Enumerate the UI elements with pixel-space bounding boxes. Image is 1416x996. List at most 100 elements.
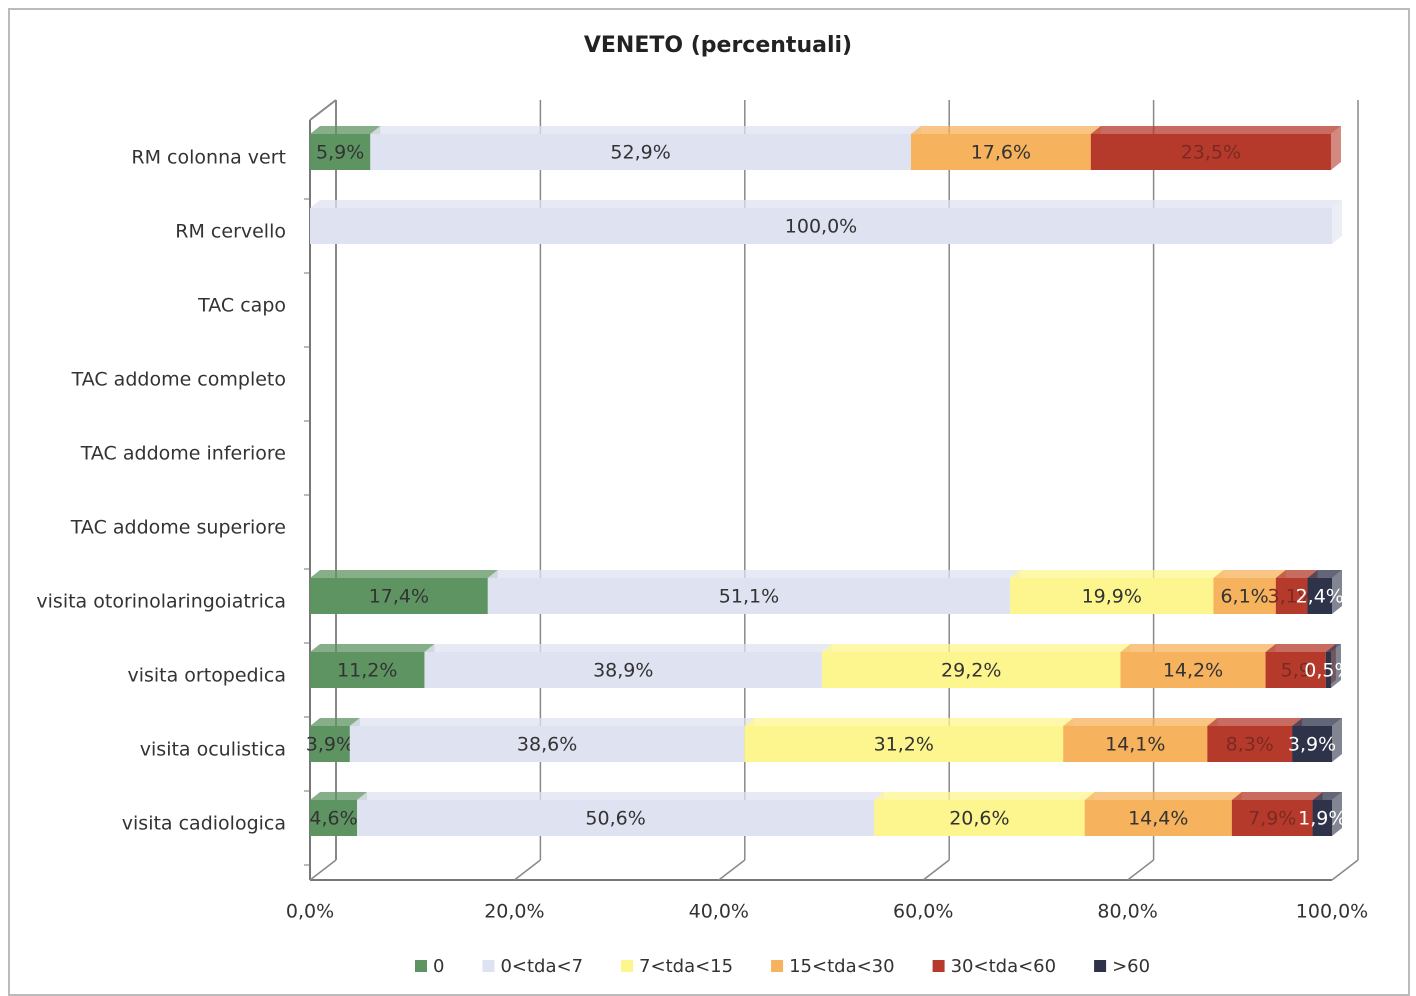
grid-line [1331, 859, 1359, 881]
bar-top [1207, 718, 1303, 726]
value-label: 5,9% [316, 142, 364, 164]
bar [1312, 800, 1332, 836]
grid-line [513, 859, 541, 881]
x-tick-label: 40,0% [689, 901, 749, 923]
legend-label: >60 [1112, 956, 1150, 977]
value-label: 50,6% [585, 808, 645, 830]
bar-top [1307, 570, 1342, 578]
bar-top [1084, 792, 1242, 800]
bar-top [310, 200, 1342, 208]
bar [1265, 652, 1326, 688]
bar-top [1231, 792, 1323, 800]
bar-side [1332, 718, 1342, 762]
bar [487, 578, 1011, 614]
value-label: 4,6% [309, 808, 357, 830]
bar-top [310, 792, 368, 800]
axis-line [309, 99, 337, 121]
legend-label: 30<tda<60 [951, 956, 1057, 977]
legend-swatch [771, 960, 784, 972]
bar [1292, 726, 1332, 762]
bar-top [1292, 718, 1342, 726]
bar-top [310, 126, 381, 134]
legend-label: 7<tda<15 [639, 956, 733, 977]
bar [1325, 652, 1331, 688]
value-label: 19,9% [1082, 586, 1142, 608]
value-label: 3,9% [1288, 734, 1336, 756]
bar-top [1120, 644, 1276, 652]
bar [1084, 800, 1232, 836]
bar-top [310, 570, 498, 578]
value-label: 7,9% [1248, 808, 1296, 830]
y-tick-label: visita cadiologica [122, 813, 286, 835]
value-label: 29,2% [941, 660, 1001, 682]
grid-line [1127, 859, 1155, 881]
bar-top [910, 126, 1101, 134]
x-tick-label: 20,0% [484, 901, 544, 923]
value-label: 14,1% [1105, 734, 1165, 756]
y-tick-label: visita oculistica [140, 739, 286, 761]
grid-line [309, 859, 337, 881]
bar [1231, 800, 1313, 836]
bar-side [1330, 126, 1341, 170]
bar-top [370, 126, 921, 134]
value-label: 0,5% [1304, 660, 1352, 682]
x-tick-label: 80,0% [1097, 901, 1157, 923]
legend-swatch [621, 960, 634, 972]
y-tick-label: RM colonna vert [131, 147, 286, 169]
bar [1010, 578, 1214, 614]
bar-top [1275, 570, 1318, 578]
y-tick-label: visita otorinolaringoiatrica [36, 591, 286, 613]
bar [822, 652, 1121, 688]
bar-side [1332, 570, 1342, 614]
legend-label: 0 [433, 956, 444, 977]
bar [310, 652, 425, 688]
bar [310, 208, 1332, 244]
value-label: 3,9% [306, 734, 354, 756]
x-tick-label: 60,0% [893, 901, 953, 923]
bar-top [310, 718, 360, 726]
bar [910, 134, 1091, 170]
bar [874, 800, 1085, 836]
bar-top [349, 718, 755, 726]
bar [1275, 578, 1308, 614]
value-label: 17,4% [369, 586, 429, 608]
value-label: 31,2% [874, 734, 934, 756]
bar [1090, 134, 1331, 170]
y-tick-label: RM cervello [175, 221, 286, 243]
bar-side [1330, 644, 1341, 688]
value-label: 14,2% [1163, 660, 1223, 682]
value-label: 17,6% [971, 142, 1031, 164]
y-tick-label: TAC capo [197, 295, 286, 317]
grid-line [718, 859, 746, 881]
legend-label: 15<tda<30 [789, 956, 895, 977]
bar-side [1332, 200, 1342, 244]
bar [744, 726, 1064, 762]
bar-top [1010, 570, 1224, 578]
value-label: 20,6% [949, 808, 1009, 830]
legend-swatch [482, 960, 495, 972]
value-label: 11,2% [337, 660, 397, 682]
value-label: 2,4% [1296, 586, 1344, 608]
value-label: 52,9% [610, 142, 670, 164]
bar-top [1265, 644, 1336, 652]
bar [424, 652, 823, 688]
value-label: 38,6% [517, 734, 577, 756]
legend-swatch [932, 960, 945, 972]
bar-top [874, 792, 1095, 800]
bar [349, 726, 745, 762]
y-tick-label: TAC addome inferiore [80, 443, 286, 465]
legend-swatch [415, 960, 427, 972]
x-tick-label: 0,0% [286, 901, 334, 923]
bar-top [1063, 718, 1218, 726]
value-label: 3,1% [1267, 586, 1315, 608]
bar-top [1090, 126, 1341, 134]
chart-title: VENETO (percentuali) [584, 33, 852, 58]
bar-top [310, 644, 435, 652]
bar-top [357, 792, 885, 800]
value-label: 23,5% [1181, 142, 1241, 164]
bar-top [487, 570, 1021, 578]
bar [1213, 578, 1276, 614]
bar-top [1312, 792, 1342, 800]
value-label: 100,0% [785, 216, 857, 238]
